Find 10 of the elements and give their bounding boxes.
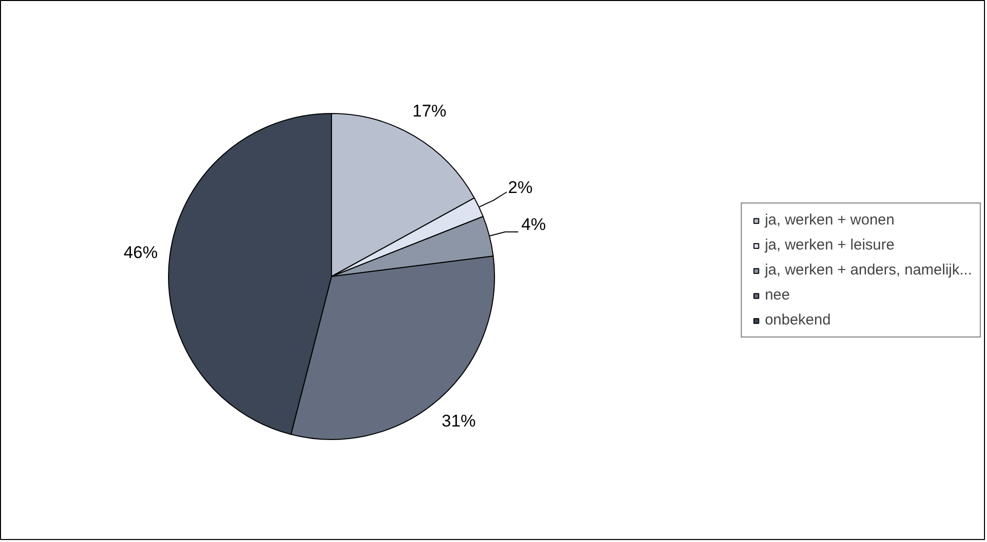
legend-label: ja, werken + anders, namelijk... [764, 262, 972, 278]
data-label: 2% [508, 178, 533, 198]
legend-label: onbekend [764, 312, 831, 328]
legend-label: ja, werken + wonen [764, 212, 894, 228]
legend-label: nee [764, 286, 790, 304]
data-label: 4% [521, 215, 546, 234]
data-label: 31% [442, 411, 476, 430]
data-label: 17% [412, 101, 446, 120]
legend-label: ja, werken + leisure [764, 236, 894, 254]
data-label: 46% [124, 242, 158, 262]
